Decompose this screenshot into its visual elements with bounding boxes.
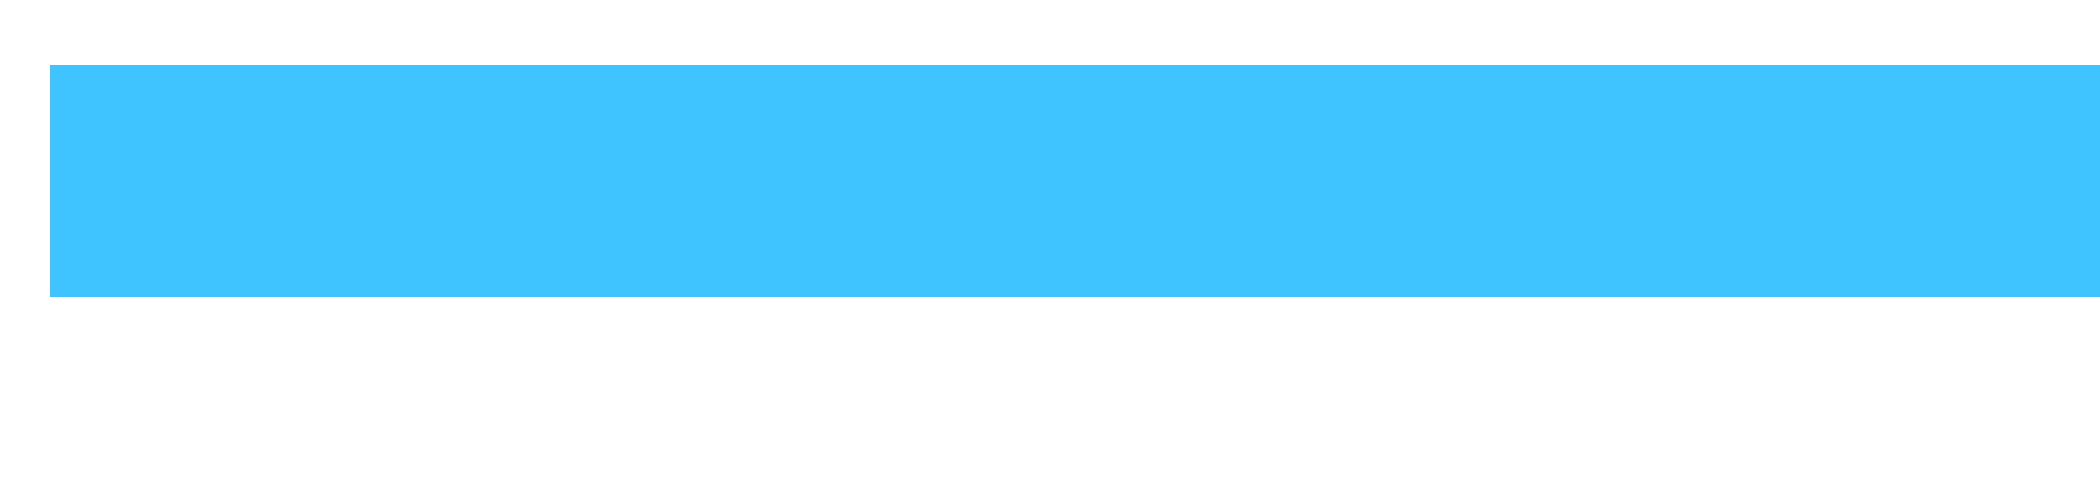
blue-banner xyxy=(50,65,2100,297)
